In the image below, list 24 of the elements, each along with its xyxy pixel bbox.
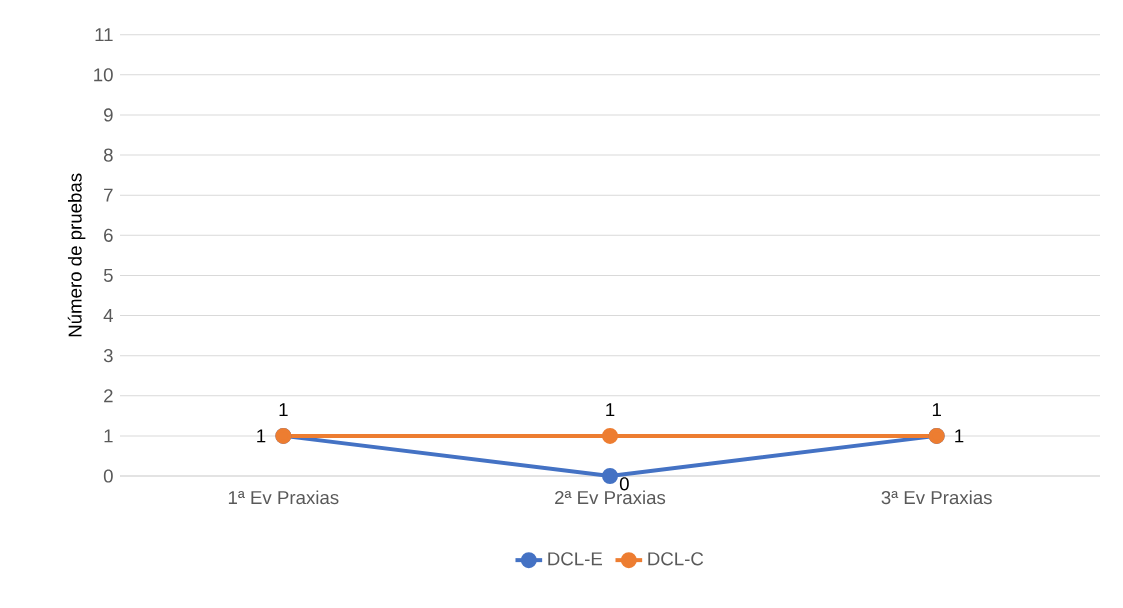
y-tick-label: 1 [104, 429, 113, 443]
y-tick-label: 0 [103, 469, 113, 483]
legend-label: DCL-E [548, 552, 603, 566]
y-tick-label: 8 [103, 148, 113, 162]
y-axis-title: Número de pruebas [67, 173, 86, 337]
y-tick-label: 10 [94, 68, 113, 82]
y-tick-label: 4 [103, 309, 113, 322]
data-label: 1 [257, 429, 266, 443]
data-label: 1 [279, 403, 288, 417]
x-tick-label: 3ª Ev Praxias [881, 490, 992, 505]
y-tick-label: 3 [103, 349, 113, 363]
y-tick-label: 7 [104, 188, 113, 202]
y-tick-label: 5 [103, 268, 113, 282]
data-label: 1 [606, 403, 615, 417]
y-tick-label: 11 [95, 28, 113, 42]
x-tick-label: 2ª Ev Praxias [555, 490, 666, 505]
y-tick-label: 9 [104, 108, 113, 122]
y-tick-label: 2 [104, 389, 113, 403]
data-label: 1 [955, 429, 964, 443]
data-label: 0 [619, 477, 629, 491]
legend-label: DCL-C [648, 552, 704, 566]
data-label: 1 [932, 403, 941, 417]
x-tick-label: 1ª Ev Praxias [228, 490, 339, 505]
y-tick-label: 6 [104, 228, 113, 242]
